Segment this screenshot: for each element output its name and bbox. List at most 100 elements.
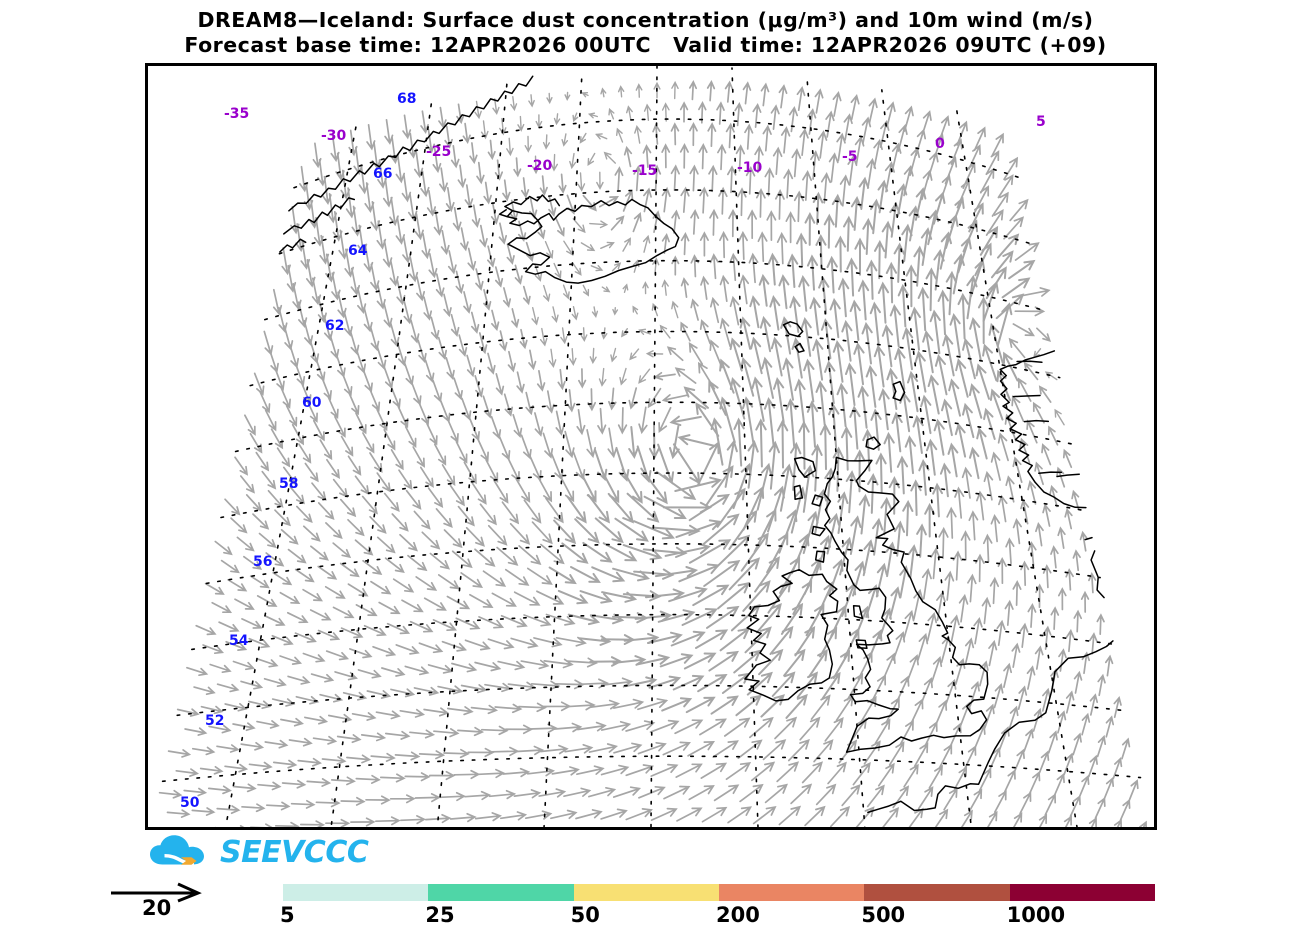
wind-vector [699, 718, 727, 736]
wind-vector [733, 649, 762, 674]
wind-vector [764, 783, 789, 804]
wind-vector [1003, 156, 1019, 181]
wind-vector [622, 544, 663, 561]
latitude-gridline [176, 684, 1128, 717]
wind-vector [869, 301, 881, 344]
wind-vector [1096, 734, 1107, 758]
wind-vector [685, 696, 716, 714]
wind-vector [325, 650, 350, 661]
wind-vector [1079, 530, 1088, 552]
wind-vector [934, 808, 949, 827]
wind-vector [1103, 776, 1115, 799]
wind-vector [802, 170, 813, 201]
wind-vector [989, 388, 1004, 421]
wind-vector [661, 697, 693, 712]
wind-vector [317, 159, 327, 187]
wind-vector [572, 112, 579, 123]
wind-vector [854, 237, 866, 276]
wind-vector [502, 287, 512, 309]
wind-vector [482, 570, 507, 587]
wind-vector [542, 432, 554, 459]
wind-vector [1035, 522, 1044, 547]
wind-vector [548, 566, 577, 585]
wind-vector [920, 394, 932, 435]
wind-vector [383, 428, 396, 451]
wind-vector [950, 614, 960, 643]
wind-vector [404, 772, 431, 782]
wind-vector [395, 644, 420, 655]
wind-vector [440, 229, 450, 256]
wind-vector [925, 267, 937, 312]
wind-vector [208, 724, 232, 734]
wind-vector [1057, 526, 1066, 549]
wind-vector [661, 186, 671, 213]
wind-vector [538, 788, 567, 798]
wind-vector [539, 327, 548, 347]
wind-vector [979, 225, 999, 256]
wind-vector [1128, 779, 1139, 801]
wind-vector [756, 462, 773, 511]
wind-vector [257, 781, 282, 791]
wind-vector [495, 373, 505, 396]
wind-vector [804, 212, 816, 246]
wind-vector [362, 559, 383, 575]
coastline-shetland [892, 380, 906, 402]
coastline-anglesey [855, 639, 868, 650]
wind-vector [232, 722, 256, 732]
wind-vector [638, 368, 651, 384]
wind-vector [429, 552, 451, 570]
wind-vector [709, 253, 719, 280]
wind-vector [947, 442, 959, 478]
wind-vector [985, 266, 1007, 300]
wind-vector [191, 746, 216, 756]
wind-vector [659, 653, 694, 668]
wind-vector [650, 763, 679, 777]
wind-vector [202, 644, 225, 655]
wind-vector [306, 778, 332, 787]
wind-vector [414, 213, 424, 241]
wind-vector [926, 611, 938, 642]
wind-vector [1008, 337, 1026, 359]
wind-vector [445, 187, 455, 213]
wind-vector [988, 322, 1004, 364]
wind-vector [632, 305, 639, 315]
wind-vector [968, 788, 983, 812]
wind-vector [204, 582, 225, 595]
wind-vector [969, 446, 980, 480]
wind-vector [708, 164, 718, 193]
wind-vector [907, 544, 919, 579]
coastline-isle-of-man [852, 604, 864, 620]
wind-vector [369, 389, 381, 412]
wind-vector [680, 186, 690, 213]
wind-vector [698, 143, 708, 170]
wind-vector [1023, 361, 1039, 381]
wind-vector [517, 115, 525, 132]
wind-vector [633, 520, 676, 540]
wind-vector [868, 97, 878, 124]
wind-vector [857, 385, 869, 429]
colorbar-tick-label: 1000 [1006, 903, 1066, 927]
wind-vector [679, 142, 689, 169]
wind-vector [264, 739, 289, 749]
wind-vector [928, 764, 943, 789]
wind-vector [709, 208, 719, 236]
wind-vector [214, 540, 233, 556]
wind-vector [712, 740, 739, 758]
wind-vector [241, 618, 263, 629]
coastline-uist [793, 484, 804, 500]
wind-vector [564, 430, 575, 459]
wind-vector [772, 146, 783, 176]
wind-vector [912, 414, 924, 454]
wind-vector [526, 766, 556, 777]
wind-vector [449, 812, 477, 823]
wind-vector [515, 745, 545, 756]
wind-vector [464, 639, 491, 651]
wind-vector [516, 371, 525, 394]
wind-vector [404, 665, 430, 676]
wind-vector [1003, 216, 1025, 240]
wind-vector [272, 571, 293, 586]
wind-vector [882, 806, 900, 827]
map-canvas[interactable] [148, 66, 1154, 827]
map-frame[interactable]: 68 66 64 62 60 58 56 54 52 50 -35 -30 -25 -20 -15 -10 -5… [145, 63, 1157, 830]
wind-vector [580, 242, 596, 252]
